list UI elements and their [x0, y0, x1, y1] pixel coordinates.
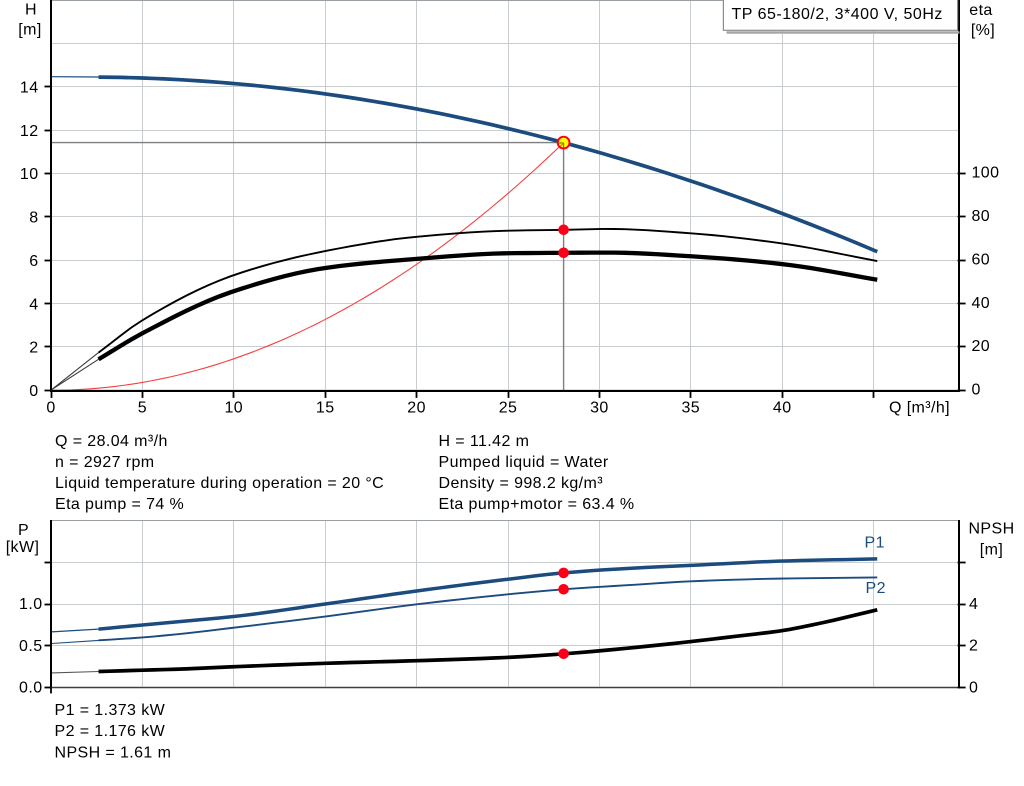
svg-text:[%]: [%]: [971, 22, 995, 39]
svg-text:12: 12: [20, 123, 39, 140]
svg-text:8: 8: [29, 210, 38, 227]
svg-text:P1 = 1.373 kW: P1 = 1.373 kW: [55, 702, 166, 719]
svg-text:0: 0: [29, 383, 38, 400]
svg-text:35: 35: [681, 400, 700, 417]
svg-text:4: 4: [29, 296, 38, 313]
svg-text:P: P: [18, 522, 29, 539]
svg-text:60: 60: [972, 251, 991, 268]
svg-text:5: 5: [138, 400, 147, 417]
svg-text:H: H: [25, 2, 37, 19]
svg-text:2: 2: [969, 638, 978, 655]
svg-text:1.0: 1.0: [19, 596, 42, 613]
svg-text:20: 20: [407, 400, 426, 417]
svg-text:NPSH = 1.61 m: NPSH = 1.61 m: [55, 744, 172, 761]
svg-text:2: 2: [29, 340, 38, 357]
svg-text:40: 40: [972, 295, 991, 312]
svg-text:[m]: [m]: [980, 541, 1003, 558]
svg-text:P1: P1: [865, 535, 885, 552]
svg-text:0.0: 0.0: [19, 680, 42, 697]
svg-text:25: 25: [499, 400, 518, 417]
svg-text:Q [m³/h]: Q [m³/h]: [889, 400, 950, 417]
svg-text:Density = 998.2 kg/m³: Density = 998.2 kg/m³: [439, 475, 604, 492]
svg-text:4: 4: [969, 596, 978, 613]
svg-text:15: 15: [316, 400, 335, 417]
svg-text:0: 0: [46, 400, 55, 417]
svg-text:100: 100: [972, 165, 1000, 182]
svg-text:6: 6: [29, 253, 38, 270]
svg-text:H = 11.42 m: H = 11.42 m: [439, 433, 530, 450]
svg-text:P2: P2: [866, 580, 886, 597]
svg-text:80: 80: [972, 208, 991, 225]
svg-text:Eta pump = 74 %: Eta pump = 74 %: [55, 496, 184, 513]
svg-text:0: 0: [972, 382, 981, 399]
svg-text:0: 0: [969, 679, 978, 696]
svg-text:10: 10: [20, 166, 39, 183]
svg-text:n = 2927 rpm: n = 2927 rpm: [55, 454, 155, 471]
svg-text:40: 40: [773, 400, 792, 417]
svg-text:TP 65-180/2, 3*400 V, 50Hz: TP 65-180/2, 3*400 V, 50Hz: [732, 6, 943, 23]
svg-text:10: 10: [224, 400, 243, 417]
svg-text:30: 30: [590, 400, 609, 417]
svg-text:P2 = 1.176 kW: P2 = 1.176 kW: [55, 723, 166, 740]
svg-text:eta: eta: [969, 2, 992, 19]
svg-text:0.5: 0.5: [19, 638, 42, 655]
svg-text:20: 20: [972, 338, 991, 355]
svg-text:14: 14: [20, 79, 39, 96]
svg-text:Liquid temperature during oper: Liquid temperature during operation = 20…: [55, 475, 384, 492]
svg-text:[kW]: [kW]: [6, 539, 40, 556]
svg-text:Q = 28.04 m³/h: Q = 28.04 m³/h: [55, 433, 168, 450]
svg-text:[m]: [m]: [18, 22, 41, 39]
svg-text:NPSH: NPSH: [968, 521, 1014, 538]
svg-text:Pumped liquid = Water: Pumped liquid = Water: [439, 454, 609, 471]
svg-text:Eta pump+motor = 63.4 %: Eta pump+motor = 63.4 %: [439, 496, 635, 513]
